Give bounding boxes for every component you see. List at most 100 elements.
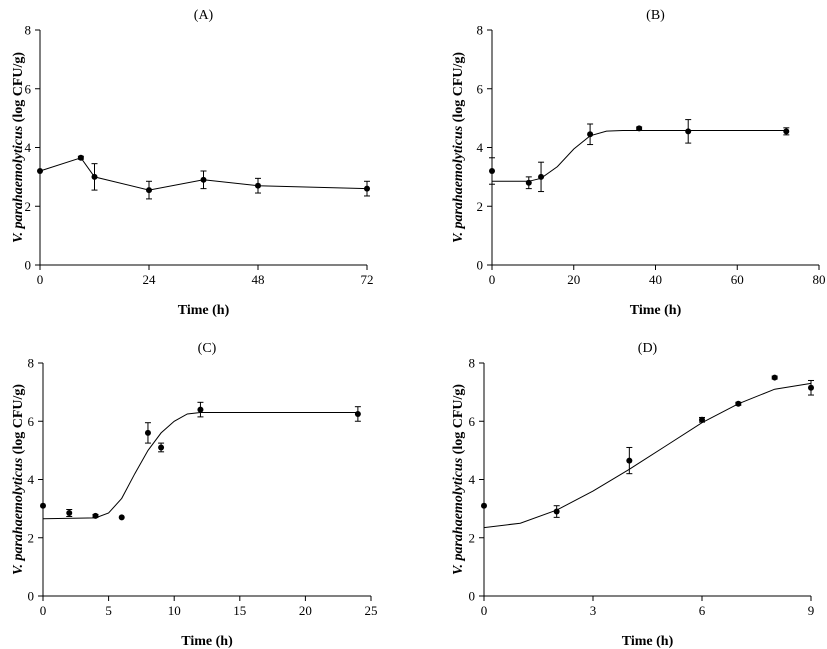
x-tick-label: 48 [252, 272, 265, 287]
y-tick-label: 0 [477, 258, 484, 273]
y-tick-label: 4 [25, 140, 32, 155]
data-point [364, 185, 370, 192]
x-tick-label: 0 [37, 272, 44, 287]
x-tick-label: 5 [105, 603, 112, 618]
y-axis-label: V. parahaemolyticus (log CFU/g) [451, 384, 466, 575]
panel-label: (D) [638, 341, 658, 356]
y-axis-label-unit: (log CFU/g) [11, 52, 26, 126]
x-tick-label: 80 [813, 272, 826, 287]
x-tick-label: 15 [233, 603, 246, 618]
chart-panel-d: (D) 0 3 6 9 0 2 4 6 8 Time (h) V. parahaemolyticus … [451, 341, 814, 649]
x-tick-label: 6 [699, 603, 706, 618]
x-tick-label: 10 [168, 603, 181, 618]
x-axis-label: Time (h) [630, 303, 682, 318]
data-point [587, 131, 594, 138]
y-tick-label: 6 [25, 81, 32, 96]
chart-panel-b: (B) 0 20 40 60 80 0 2 4 6 8 Time (h) V. parahaemolyt… [451, 8, 826, 318]
y-tick-label: 8 [28, 356, 35, 371]
data-point [538, 173, 545, 180]
y-tick-label: 6 [469, 414, 476, 429]
data-point [91, 173, 98, 180]
x-tick-label: 3 [590, 603, 597, 618]
y-axis-label-species: V. parahaemolyticus [11, 457, 26, 575]
data-point [735, 400, 742, 407]
axis-lines [491, 30, 819, 266]
x-axis-label: Time (h) [178, 303, 230, 318]
y-tick-label: 4 [469, 472, 476, 487]
x-tick-label: 20 [567, 272, 580, 287]
y-axis-label: V. parahaemolyticus (log CFU/g) [451, 52, 466, 243]
x-tick-label: 72 [361, 272, 374, 287]
y-axis-label-unit: (log CFU/g) [451, 52, 466, 126]
y-axis-label-species: V. parahaemolyticus [451, 457, 466, 575]
data-point [66, 509, 73, 516]
data-point [92, 512, 99, 519]
data-point [808, 384, 814, 391]
x-tick-label: 40 [649, 272, 662, 287]
data-point [489, 168, 495, 174]
panel-label: (B) [646, 8, 665, 23]
y-axis-label: V. parahaemolyticus (log CFU/g) [11, 52, 26, 243]
x-axis-label: Time (h) [622, 634, 674, 649]
y-axis-label: V. parahaemolyticus (log CFU/g) [11, 384, 26, 575]
y-tick-label: 6 [28, 414, 35, 429]
data-point [197, 406, 204, 413]
x-tick-label: 20 [299, 603, 312, 618]
x-tick-label: 24 [143, 272, 157, 287]
axis-lines [42, 363, 371, 597]
data-point [699, 416, 705, 423]
data-point [685, 128, 692, 135]
y-tick-label: 0 [469, 589, 476, 604]
y-tick-label: 2 [28, 530, 35, 545]
y-axis-label-unit: (log CFU/g) [11, 384, 26, 458]
x-axis-label: Time (h) [181, 634, 233, 649]
data-point [146, 187, 152, 194]
y-tick-label: 6 [477, 81, 484, 96]
data-point [200, 176, 207, 183]
axis-lines [483, 363, 811, 597]
x-tick-label: 0 [481, 603, 488, 618]
fit-line [492, 130, 787, 182]
y-tick-label: 2 [469, 530, 476, 545]
y-axis-label-unit: (log CFU/g) [451, 384, 466, 458]
data-point [77, 154, 84, 161]
data-point [553, 508, 560, 515]
y-tick-label: 2 [477, 199, 484, 214]
data-point [118, 514, 125, 521]
fit-line [42, 412, 358, 520]
y-tick-label: 8 [469, 356, 476, 371]
data-point [158, 444, 165, 451]
data-point [354, 410, 361, 417]
chart-panel-c: (C) 0 5 10 15 20 25 0 2 4 6 8 Time (h) V. parahaemoly… [11, 341, 378, 649]
y-tick-label: 0 [28, 589, 35, 604]
y-tick-label: 4 [28, 472, 35, 487]
data-point [481, 502, 487, 509]
x-tick-label: 25 [365, 603, 378, 618]
data-point [144, 429, 151, 436]
y-tick-label: 8 [25, 23, 32, 38]
data-point [255, 182, 261, 189]
data-point [37, 168, 43, 174]
x-tick-label: 9 [808, 603, 815, 618]
data-point [525, 179, 532, 186]
data-point [771, 374, 778, 381]
axis-lines [39, 30, 367, 266]
x-tick-label: 60 [731, 272, 744, 287]
data-point [40, 502, 46, 509]
x-tick-label: 0 [40, 603, 47, 618]
y-tick-label: 0 [25, 258, 32, 273]
panel-label: (C) [198, 341, 217, 356]
fit-line [483, 382, 812, 529]
data-point [636, 125, 643, 132]
data-point [626, 457, 633, 464]
y-axis-label-species: V. parahaemolyticus [11, 125, 26, 243]
data-point [783, 128, 790, 135]
panel-label: (A) [194, 8, 214, 23]
y-tick-label: 2 [25, 199, 32, 214]
y-tick-label: 4 [477, 140, 484, 155]
y-tick-label: 8 [477, 23, 484, 38]
y-axis-label-species: V. parahaemolyticus [451, 125, 466, 243]
x-tick-label: 0 [489, 272, 496, 287]
